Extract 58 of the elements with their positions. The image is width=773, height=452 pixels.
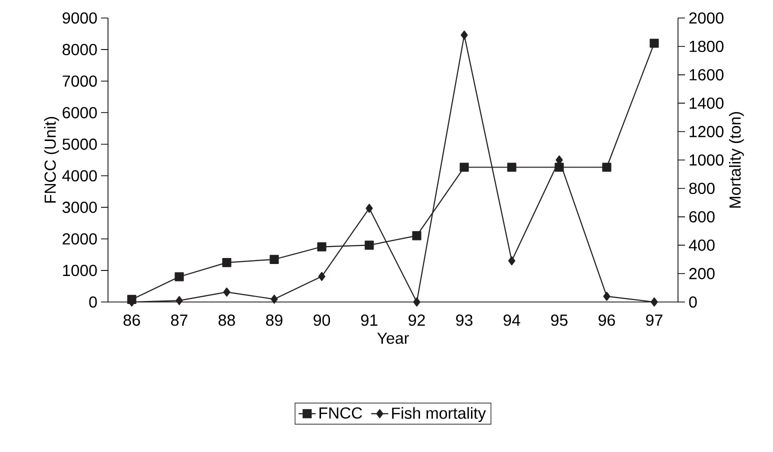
y-tick-label: 4000	[62, 170, 97, 182]
point	[508, 256, 516, 266]
y-tick-label: 2000	[62, 233, 97, 245]
point	[413, 297, 420, 307]
point	[650, 297, 658, 307]
legend-label: Fish mortality	[392, 407, 486, 422]
x-tick-label: 96	[598, 314, 615, 326]
point	[222, 258, 232, 268]
point	[174, 272, 184, 282]
point	[602, 162, 612, 172]
point	[223, 288, 230, 297]
y-tick-label: 6000	[62, 107, 97, 118]
y2-tick-label: 600	[689, 211, 715, 222]
point	[460, 162, 469, 172]
x-tick-label: 86	[124, 314, 140, 326]
y2-tick-label: 1400	[690, 98, 724, 109]
x-tick-label: 97	[646, 314, 662, 326]
x-tick-label: 88	[218, 314, 235, 326]
point	[412, 231, 422, 240]
point	[603, 292, 610, 301]
y2-tick-label: 1800	[690, 40, 724, 52]
point	[176, 296, 183, 306]
point	[364, 240, 374, 250]
y2-tick-label: 2000	[689, 12, 724, 24]
x-tick-label: 91	[361, 314, 378, 326]
x-tick-label: 90	[314, 314, 330, 326]
y-tick-label: 7000	[62, 75, 97, 87]
y2-tick-label: 1600	[690, 69, 724, 80]
x-tick-label: 95	[551, 314, 568, 326]
y2-axis-title: Mortality (ton)	[728, 112, 744, 208]
y-tick-label: 8000	[62, 44, 97, 56]
y2-tick-label: 800	[689, 182, 715, 194]
x-tick-label: 93	[456, 314, 472, 326]
point	[317, 242, 326, 252]
x-tick-label: 94	[504, 314, 520, 326]
point	[270, 294, 278, 304]
y-tick-label: 9000	[62, 12, 97, 24]
x-tick-label: 89	[266, 314, 282, 326]
x-tick-label: 92	[408, 314, 425, 326]
x-tick-label: 87	[171, 314, 188, 326]
legend-label: FNCC	[320, 407, 362, 419]
y2-tick-label: 1000	[690, 154, 724, 166]
y-tick-label: 0	[89, 296, 97, 308]
point	[507, 162, 516, 172]
y-tick-label: 3000	[62, 202, 97, 213]
y2-tick-label: 400	[688, 240, 715, 251]
x-axis-title: Year	[377, 332, 409, 344]
y-axis-title: FNCC (Unit)	[44, 117, 60, 203]
y2-tick-label: 0	[689, 296, 697, 308]
point	[318, 272, 326, 281]
point	[270, 254, 279, 264]
point	[460, 30, 468, 40]
y-tick-label: 1000	[63, 264, 97, 276]
point	[366, 204, 373, 213]
point	[650, 38, 659, 48]
y2-tick-label: 1200	[690, 126, 724, 138]
y-tick-label: 5000	[62, 138, 97, 150]
y2-tick-label: 200	[689, 268, 715, 280]
